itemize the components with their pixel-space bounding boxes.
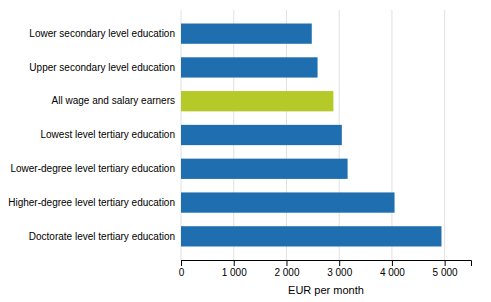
x-tick-mark <box>286 260 287 266</box>
x-axis: 0 1 000 2 000 3 000 4 000 5 000 <box>179 260 472 278</box>
bar <box>181 91 333 111</box>
bar <box>181 125 342 145</box>
x-tick: 1 000 <box>222 260 247 278</box>
y-tick-label: Doctorate level tertiary education <box>29 231 175 242</box>
y-tick: Lower secondary level education <box>29 28 181 39</box>
y-tick: Upper secondary level education <box>29 62 181 73</box>
chart-svg: Lower secondary level education Upper sec… <box>0 0 491 302</box>
x-tick-mark <box>445 260 446 266</box>
x-tick-mark <box>234 260 235 266</box>
x-tick-label: 0 <box>179 267 185 278</box>
y-tick: All wage and salary earners <box>52 95 181 106</box>
bars <box>181 24 441 247</box>
bar <box>181 159 348 179</box>
y-tick-label: Lower-degree level tertiary education <box>10 163 175 174</box>
x-tick-mark <box>181 260 182 266</box>
x-tick-label: 4 000 <box>380 267 405 278</box>
x-tick: 3 000 <box>327 260 352 278</box>
grid <box>181 10 445 260</box>
bar <box>181 57 318 77</box>
x-tick-mark <box>339 260 340 266</box>
y-tick-label: Higher-degree level tertiary education <box>8 197 175 208</box>
y-tick: Lower-degree level tertiary education <box>10 163 181 174</box>
x-axis-line <box>182 261 472 267</box>
y-tick-label: Lower secondary level education <box>29 28 175 39</box>
x-tick: 4 000 <box>380 260 405 278</box>
x-tick: 0 <box>179 260 185 278</box>
bar <box>181 192 395 212</box>
y-tick: Higher-degree level tertiary education <box>8 197 181 208</box>
x-tick-label: 2 000 <box>274 267 299 278</box>
y-tick: Lowest level tertiary education <box>40 129 181 140</box>
x-tick: 2 000 <box>274 260 299 278</box>
chart-container: Lower secondary level education Upper sec… <box>0 0 491 302</box>
y-tick: Doctorate level tertiary education <box>29 231 181 242</box>
grid-line <box>391 10 392 260</box>
y-axis: Lower secondary level education Upper sec… <box>8 28 181 242</box>
x-axis-title: EUR per month <box>288 284 364 296</box>
x-tick-label: 1 000 <box>222 267 247 278</box>
bar <box>181 226 441 246</box>
x-tick-mark <box>392 260 393 266</box>
x-tick: 5 000 <box>433 260 458 278</box>
y-tick-label: Upper secondary level education <box>29 62 175 73</box>
y-tick-label: Lowest level tertiary education <box>40 129 175 140</box>
bar <box>181 24 312 44</box>
grid-line <box>444 10 445 260</box>
y-tick-label: All wage and salary earners <box>52 95 175 106</box>
x-tick-label: 5 000 <box>433 267 458 278</box>
x-tick-label: 3 000 <box>327 267 352 278</box>
plot-area <box>181 10 445 260</box>
